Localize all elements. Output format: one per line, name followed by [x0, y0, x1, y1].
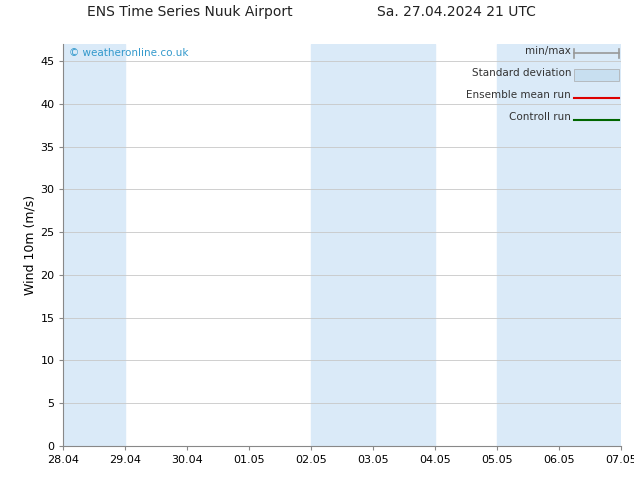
Text: Controll run: Controll run: [509, 112, 571, 122]
Bar: [63, 44, 126, 446]
Text: Standard deviation: Standard deviation: [472, 68, 571, 78]
Bar: [497, 44, 621, 446]
Text: min/max: min/max: [525, 46, 571, 56]
Text: Sa. 27.04.2024 21 UTC: Sa. 27.04.2024 21 UTC: [377, 5, 536, 19]
Bar: [311, 44, 436, 446]
Text: © weatheronline.co.uk: © weatheronline.co.uk: [69, 48, 188, 58]
Text: Ensemble mean run: Ensemble mean run: [467, 90, 571, 100]
Bar: [574, 70, 619, 81]
Text: ENS Time Series Nuuk Airport: ENS Time Series Nuuk Airport: [87, 5, 293, 19]
Y-axis label: Wind 10m (m/s): Wind 10m (m/s): [23, 195, 36, 295]
